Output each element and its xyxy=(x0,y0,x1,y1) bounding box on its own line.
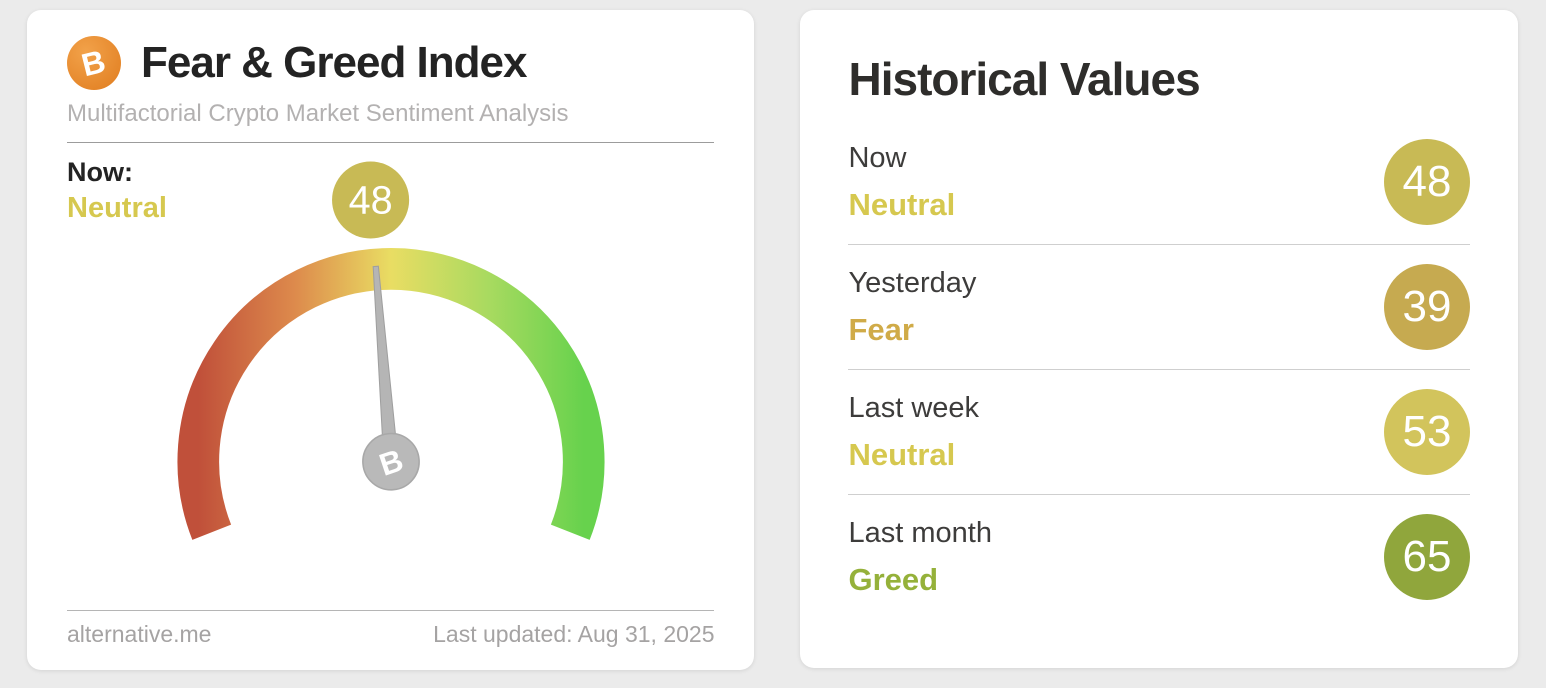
value-badge: 65 xyxy=(1384,514,1470,600)
historical-title: Historical Values xyxy=(848,53,1200,105)
history-row-labels: Last month Greed xyxy=(848,517,991,598)
period-label: Yesterday xyxy=(848,266,977,299)
gauge-value-badge-circle xyxy=(331,161,409,239)
header-divider xyxy=(67,142,715,143)
classification-label: Neutral xyxy=(848,186,956,222)
classification-label: Neutral xyxy=(848,436,956,472)
footer-divider xyxy=(67,610,715,611)
gauge-value-text: 48 xyxy=(348,179,392,223)
bitcoin-glyph: B xyxy=(78,42,110,83)
card-subtitle: Multifactorial Crypto Market Sentiment A… xyxy=(67,100,569,127)
footer-last-updated: Last updated: Aug 31, 2025 xyxy=(433,621,715,647)
bitcoin-icon: B xyxy=(67,36,121,90)
history-row-last-week: Last week Neutral 53 xyxy=(848,370,1470,495)
classification-label: Fear xyxy=(848,311,914,347)
value-badge: 53 xyxy=(1384,389,1470,475)
classification-label: Greed xyxy=(848,561,939,597)
history-row-last-month: Last month Greed 65 xyxy=(848,495,1470,619)
period-label: Last week xyxy=(848,391,980,424)
history-row-yesterday: Yesterday Fear 39 xyxy=(848,245,1470,370)
historical-values-card: Historical Values Now Neutral 48 Yesterd… xyxy=(800,10,1518,668)
history-row-labels: Yesterday Fear xyxy=(848,267,976,348)
gauge-pivot xyxy=(361,432,420,491)
page-title: Fear & Greed Index xyxy=(141,38,527,87)
now-block: Now: Neutral xyxy=(67,157,167,225)
gauge-arc xyxy=(177,248,605,540)
value-badge: 39 xyxy=(1384,264,1470,350)
history-row-now: Now Neutral 48 xyxy=(848,120,1470,245)
gauge-value-badge: 48 xyxy=(331,161,409,239)
footer-source-link[interactable]: alternative.me xyxy=(67,621,212,647)
now-label: Now: xyxy=(67,157,133,187)
value-badge: 48 xyxy=(1384,139,1470,225)
now-classification: Neutral xyxy=(67,192,167,224)
gauge-zone: Now: Neutral B xyxy=(67,145,714,610)
fear-greed-card: B Fear & Greed Index Multifactorial Cryp… xyxy=(27,10,755,670)
history-row-labels: Last week Neutral xyxy=(848,392,979,473)
card-footer: alternative.me Last updated: Aug 31, 202… xyxy=(67,610,715,648)
period-label: Last month xyxy=(848,516,992,549)
card-header: B Fear & Greed Index xyxy=(67,36,714,90)
gauge-needle: B xyxy=(361,265,420,491)
history-row-labels: Now Neutral xyxy=(848,142,955,223)
gauge: B 48 xyxy=(177,161,605,540)
period-label: Now xyxy=(848,141,907,174)
